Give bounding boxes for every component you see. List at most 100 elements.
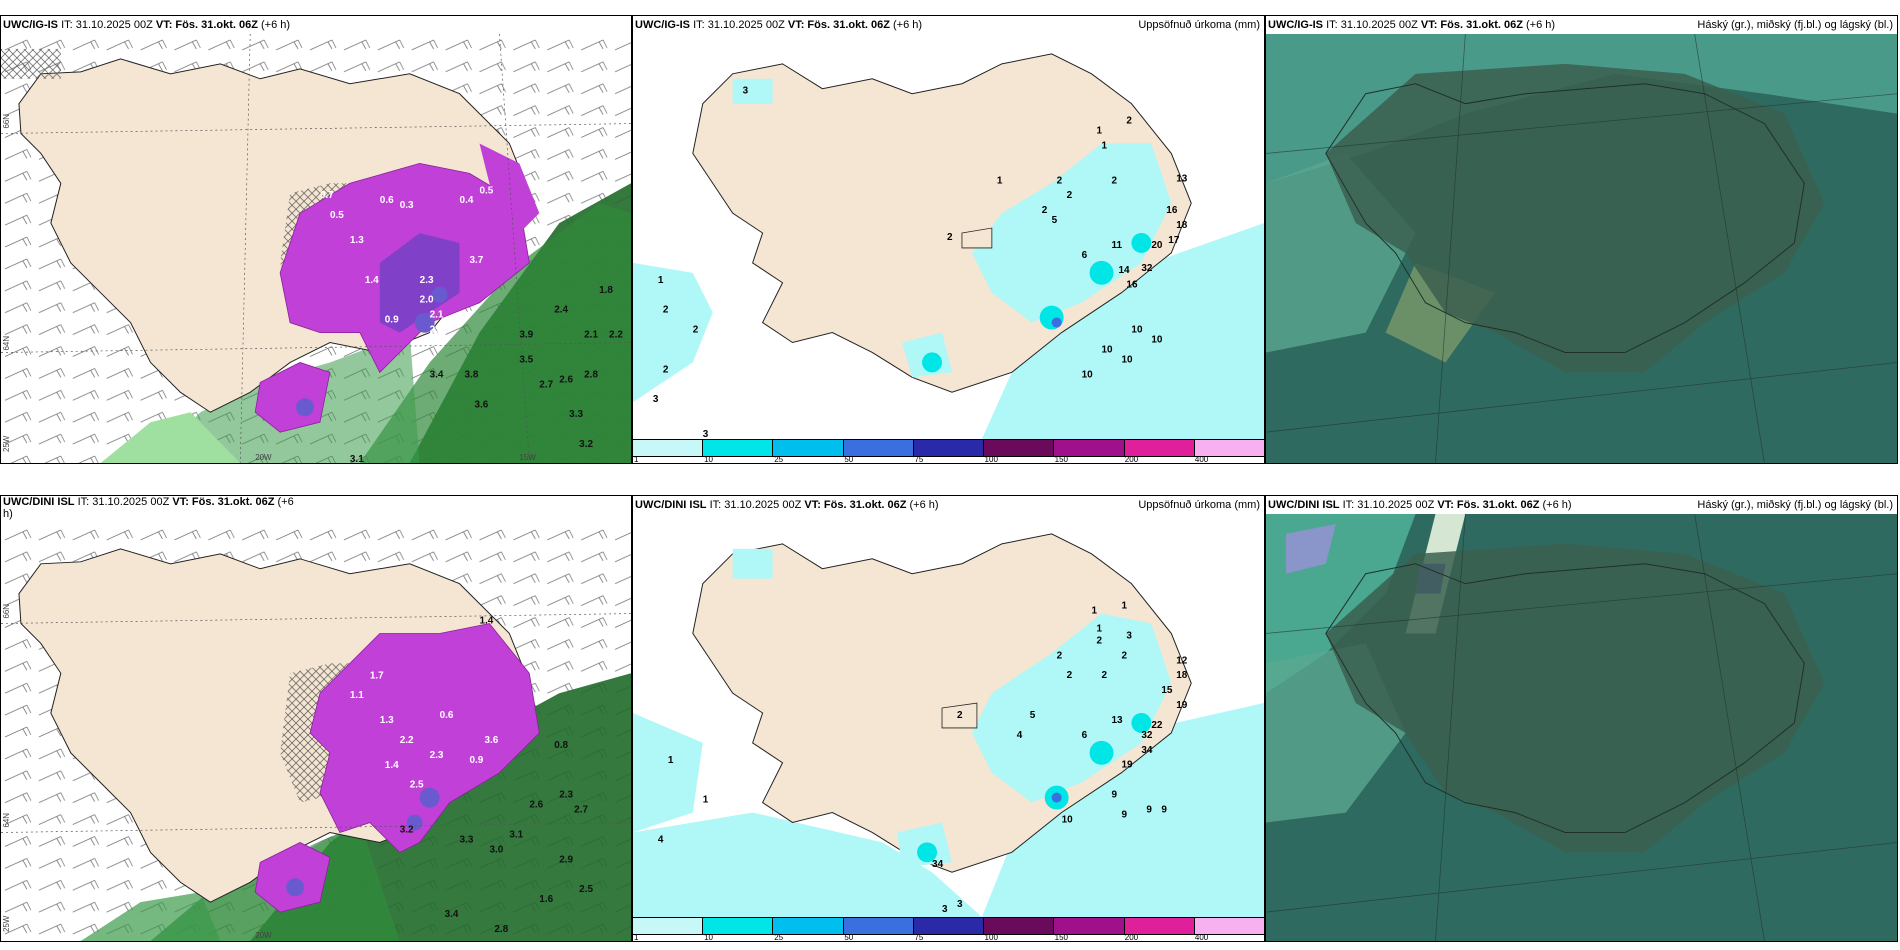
colorbar-swatch — [1054, 918, 1125, 934]
station-value: 4 — [1017, 730, 1023, 741]
panel-right-title: Háský (gr.), miðský (fj.bl.) og lágský (… — [1697, 19, 1893, 31]
colorbar-swatch — [984, 440, 1055, 456]
colorbar-swatch — [913, 440, 985, 456]
colorbar-swatch — [1194, 918, 1264, 934]
precip-label: 0.6 — [380, 195, 394, 206]
colorbar-swatch — [633, 440, 704, 456]
valid-time: VT: Fös. 31.okt. 06Z — [1437, 499, 1540, 511]
colorbar-tick: 50 — [844, 933, 854, 942]
precip-label: 2.9 — [559, 854, 573, 865]
station-value: 2 — [1042, 205, 1048, 216]
colorbar-tick: 200 — [1124, 455, 1139, 464]
station-value: 19 — [1121, 760, 1133, 771]
precip-label: 3.0 — [489, 844, 503, 855]
precip-label: 2.1 — [584, 330, 598, 341]
station-value: 2 — [1126, 116, 1132, 127]
lon-label: 25W — [2, 915, 11, 932]
colorbar-tick: 200 — [1124, 933, 1139, 942]
precip-label: 3.1 — [509, 830, 523, 841]
precip-label: 3.3 — [569, 409, 583, 420]
precip-panel-bottom: UWC/DINI ISL IT: 31.10.2025 00Z VT: Fös.… — [632, 495, 1265, 942]
init-time: IT: 31.10.2025 00Z — [1326, 19, 1418, 31]
lon-label: 15W — [519, 453, 536, 462]
colorbar-swatch — [773, 918, 844, 934]
valid-time: VT: Fös. 31.okt. 06Z — [804, 499, 907, 511]
colorbar-labels: 1 10 25 50 75 100 150 200 400 — [633, 455, 1264, 464]
colorbar-tick: 400 — [1194, 933, 1209, 942]
station-value: 15 — [1161, 685, 1173, 696]
precip-label: 3.8 — [465, 369, 479, 380]
precip-label: 3.7 — [470, 255, 484, 266]
precip-label: 3.6 — [474, 399, 488, 410]
station-value: 9 — [1121, 810, 1127, 821]
panel-title: UWC/IG-IS IT: 31.10.2025 00Z VT: Fös. 31… — [1, 16, 631, 34]
station-value: 4 — [658, 834, 664, 845]
precip-label: 2.2 — [400, 735, 414, 746]
station-value: 32 — [1141, 730, 1153, 741]
station-value: 10 — [1131, 325, 1143, 336]
station-value: 34 — [932, 859, 944, 870]
precip-label: 0.5 — [330, 210, 344, 221]
forecast-step: (+6 — [277, 496, 294, 508]
model-name: UWC/IG-IS — [635, 19, 690, 31]
station-value: 18 — [1176, 670, 1188, 681]
station-value: 9 — [1111, 790, 1117, 801]
station-value: 5 — [1030, 710, 1036, 721]
colorbar-swatch — [703, 918, 774, 934]
station-value: 18 — [1176, 220, 1188, 231]
station-value: 2 — [957, 710, 963, 721]
model-name: UWC/IG-IS — [3, 19, 58, 31]
precip-label: 2.0 — [420, 295, 434, 306]
station-value: 2 — [1067, 670, 1073, 681]
cloud-panel-bottom: UWC/DINI ISL IT: 31.10.2025 00Z VT: Fös.… — [1265, 495, 1898, 942]
station-value: 13 — [1111, 715, 1123, 726]
panel-title: UWC/IG-IS IT: 31.10.2025 00Z VT: Fös. 31… — [633, 16, 1264, 34]
station-value: 3 — [942, 904, 948, 915]
precip-label: 2.7 — [539, 379, 553, 390]
precip-label: 2.6 — [559, 374, 573, 385]
station-value: 3 — [957, 899, 963, 910]
station-value: 3 — [653, 394, 659, 405]
station-value: 3 — [1126, 630, 1132, 641]
station-value: 2 — [1067, 190, 1073, 201]
lat-label: 66N — [2, 604, 11, 619]
init-time: IT: 31.10.2025 00Z — [693, 19, 785, 31]
precip-label: 3.4 — [445, 909, 459, 920]
precip-label: 2.8 — [584, 369, 598, 380]
station-value: 1 — [997, 175, 1003, 186]
lat-label: 64N — [2, 813, 11, 828]
cloud-map — [1266, 514, 1897, 941]
station-value: 3 — [703, 429, 709, 439]
lat-label: 66N — [2, 114, 11, 129]
station-value: 32 — [1141, 263, 1153, 274]
panel-title: UWC/DINI ISL IT: 31.10.2025 00Z VT: Fös.… — [1266, 496, 1897, 514]
station-value: 16 — [1126, 280, 1138, 291]
precip-label: 3.5 — [519, 354, 533, 365]
precip-label: 0.7 — [320, 190, 334, 201]
station-value: 1 — [1097, 623, 1103, 634]
precip-label: 3.1 — [350, 454, 364, 463]
station-value: 2 — [663, 364, 669, 375]
forecast-step: (+6 h) — [909, 499, 939, 511]
station-value: 9 — [1161, 805, 1167, 816]
colorbar-swatch — [1194, 440, 1264, 456]
colorbar-tick: 400 — [1194, 455, 1209, 464]
wind-panel-bottom: UWC/DINI ISL IT: 31.10.2025 00Z VT: Fös.… — [0, 495, 632, 942]
colorbar-labels: 1 10 25 50 75 100 150 200 400 — [633, 933, 1264, 942]
station-value: 1 — [1097, 126, 1103, 137]
station-value: 34 — [1141, 745, 1153, 756]
precip-label: 1.7 — [370, 670, 384, 681]
precip-label: 0.3 — [400, 200, 414, 211]
precip-label: 2.8 — [494, 924, 508, 935]
station-value: 10 — [1151, 334, 1163, 345]
wind-panel-top: UWC/IG-IS IT: 31.10.2025 00Z VT: Fös. 31… — [0, 15, 632, 464]
colorbar-tick: 10 — [704, 455, 714, 464]
precip-label: 3.4 — [430, 369, 444, 380]
precip-label: 0.9 — [470, 755, 484, 766]
precip-label: 3.6 — [484, 735, 498, 746]
precip-label: 2.3 — [559, 790, 573, 801]
colorbar-swatch — [1054, 440, 1125, 456]
colorbar-tick: 10 — [704, 933, 714, 942]
init-time: IT: 31.10.2025 00Z — [709, 499, 802, 511]
panel-right-title: Háský (gr.), miðský (fj.bl.) og lágský (… — [1697, 499, 1893, 511]
